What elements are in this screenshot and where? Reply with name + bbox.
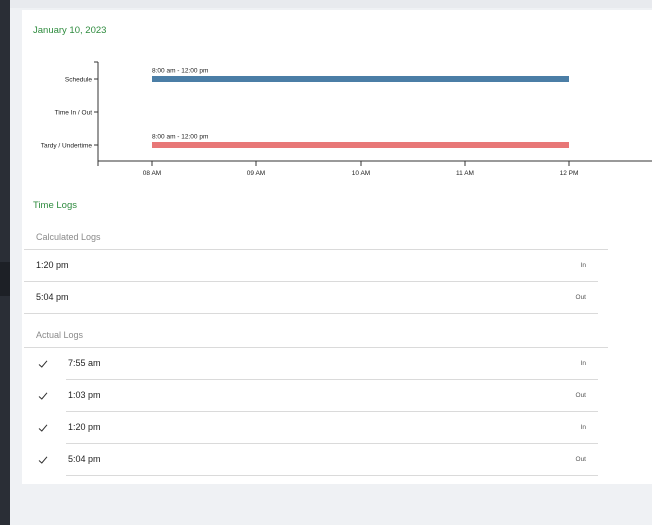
x-tick-08am: 08 AM bbox=[143, 161, 161, 177]
tardy-bar-label: 8:00 am - 12:00 pm bbox=[152, 134, 208, 141]
y-tick-time-in-out: Time In / Out bbox=[55, 110, 98, 117]
log-type: In bbox=[580, 360, 586, 367]
x-tick-label-09am: 09 AM bbox=[247, 170, 265, 177]
x-tick-label-08am: 08 AM bbox=[143, 170, 161, 177]
log-type: Out bbox=[575, 294, 586, 301]
actual-logs-header: Actual Logs bbox=[24, 323, 608, 348]
time-logs-title: Time Logs bbox=[33, 200, 77, 211]
log-type: In bbox=[580, 424, 586, 431]
calculated-log-row: 5:04 pm Out bbox=[24, 282, 598, 314]
log-type: In bbox=[580, 262, 586, 269]
schedule-bar-label: 8:00 am - 12:00 pm bbox=[152, 68, 208, 75]
row-label-schedule: Schedule bbox=[65, 77, 92, 84]
log-time: 7:55 am bbox=[68, 358, 101, 368]
tardy-bar[interactable] bbox=[152, 142, 569, 148]
calculated-log-row: 1:20 pm In bbox=[24, 250, 598, 282]
actual-log-row: 1:20 pm In bbox=[66, 412, 598, 444]
x-tick-10am: 10 AM bbox=[352, 161, 370, 177]
active-nav-marker[interactable] bbox=[0, 262, 10, 296]
log-time: 5:04 pm bbox=[68, 454, 101, 464]
log-time: 1:20 pm bbox=[68, 422, 101, 432]
calculated-logs-title: Calculated Logs bbox=[36, 232, 101, 242]
checkmark-icon bbox=[38, 456, 48, 464]
log-type: Out bbox=[575, 456, 586, 463]
checkmark-icon bbox=[38, 360, 48, 368]
x-tick-label-11am: 11 AM bbox=[456, 170, 474, 177]
checkmark-icon bbox=[38, 392, 48, 400]
date-title: January 10, 2023 bbox=[33, 25, 107, 36]
top-band bbox=[10, 0, 652, 8]
row-label-time-in-out: Time In / Out bbox=[55, 110, 93, 117]
x-tick-12pm: 12 PM bbox=[560, 161, 579, 177]
y-tick-schedule: Schedule bbox=[65, 77, 98, 84]
actual-log-row: 7:55 am In bbox=[66, 348, 598, 380]
schedule-bar[interactable] bbox=[152, 76, 569, 82]
timeline-chart: Schedule Time In / Out Tardy / Undertime… bbox=[41, 61, 652, 177]
x-tick-11am: 11 AM bbox=[456, 161, 474, 177]
actual-log-row: 1:03 pm Out bbox=[66, 380, 598, 412]
row-label-tardy-undertime: Tardy / Undertime bbox=[41, 143, 93, 150]
app-sidebar-strip bbox=[0, 0, 10, 525]
log-type: Out bbox=[575, 392, 586, 399]
y-tick-tardy-undertime: Tardy / Undertime bbox=[41, 143, 98, 150]
attendance-card: January 10, 2023 Schedule Time In / Out … bbox=[22, 10, 652, 484]
actual-logs-title: Actual Logs bbox=[36, 330, 84, 340]
calculated-logs-header: Calculated Logs bbox=[24, 225, 608, 250]
actual-log-row: 5:04 pm Out bbox=[66, 444, 598, 476]
log-time: 1:20 pm bbox=[36, 260, 69, 270]
x-tick-09am: 09 AM bbox=[247, 161, 265, 177]
log-time: 1:03 pm bbox=[68, 390, 101, 400]
x-tick-label-12pm: 12 PM bbox=[560, 170, 579, 177]
log-time: 5:04 pm bbox=[36, 292, 69, 302]
checkmark-icon bbox=[38, 424, 48, 432]
x-tick-label-10am: 10 AM bbox=[352, 170, 370, 177]
